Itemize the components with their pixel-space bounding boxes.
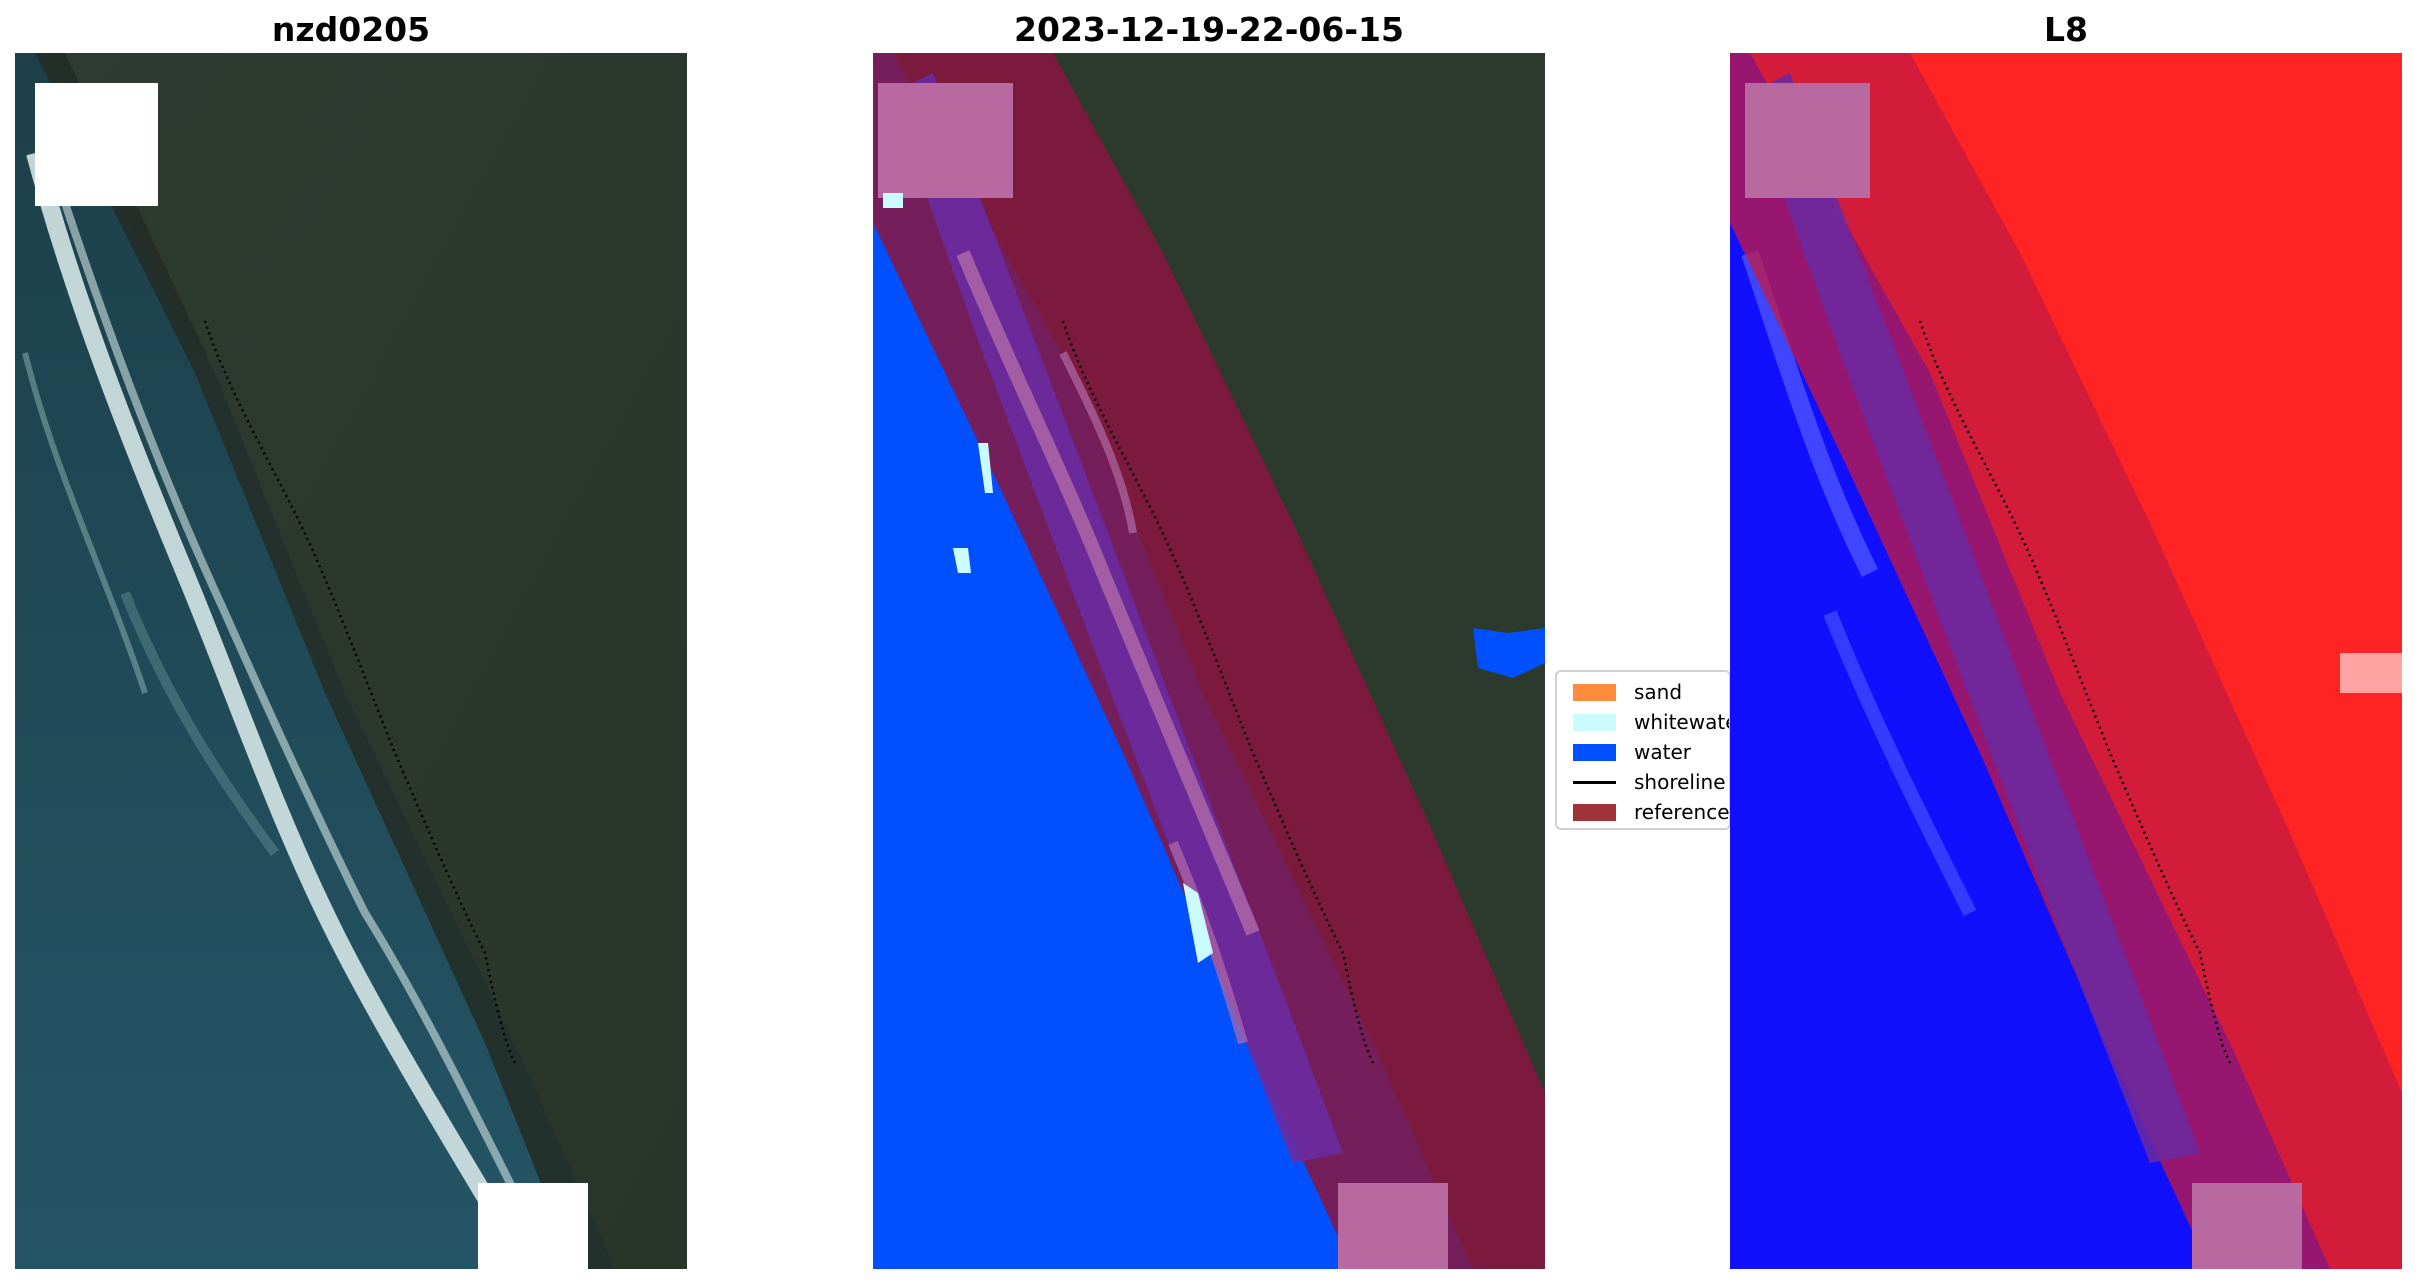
legend-swatch — [1573, 743, 1616, 761]
legend-label: water — [1634, 740, 1691, 764]
legend-item-shoreline: shoreline — [1573, 768, 1726, 796]
legend-line-swatch — [1573, 780, 1616, 784]
legend-label: shoreline — [1634, 770, 1726, 794]
nodata-patch — [878, 83, 1013, 198]
panel-title-index: L8 — [2044, 10, 2088, 49]
legend-swatch — [1573, 803, 1616, 821]
nodata-patch — [1745, 83, 1870, 198]
reference-buffer — [873, 53, 1545, 1269]
rgb-image-panel — [15, 53, 687, 1269]
legend-item-water: water — [1573, 738, 1691, 766]
surf-zone — [26, 150, 503, 1218]
panel-title-classified: 2023-12-19-22-06-15 — [1014, 10, 1404, 49]
legend-item-reference-buffer: reference shoreline buffer — [1573, 798, 1730, 826]
legend-label: sand — [1634, 680, 1683, 704]
legend: sand whitewater water shoreline referenc… — [1555, 670, 1731, 830]
reference-buffer — [1730, 53, 2402, 1269]
legend-label: whitewater — [1634, 710, 1729, 734]
index-image-panel — [1730, 53, 2402, 1269]
classified-image-panel — [873, 53, 1545, 1269]
legend-item-whitewater: whitewater — [1573, 708, 1729, 736]
panel-title-rgb: nzd0205 — [271, 10, 431, 49]
legend-swatch — [1573, 683, 1616, 701]
legend-item-sand: sand — [1573, 678, 1682, 706]
legend-swatch — [1573, 713, 1616, 731]
nodata-patch — [35, 83, 158, 206]
nodata-patch — [478, 1183, 588, 1269]
nodata-patch — [1338, 1183, 1448, 1269]
legend-label: reference shoreline buffer — [1634, 800, 1730, 824]
nodata-patch — [2192, 1183, 2302, 1269]
